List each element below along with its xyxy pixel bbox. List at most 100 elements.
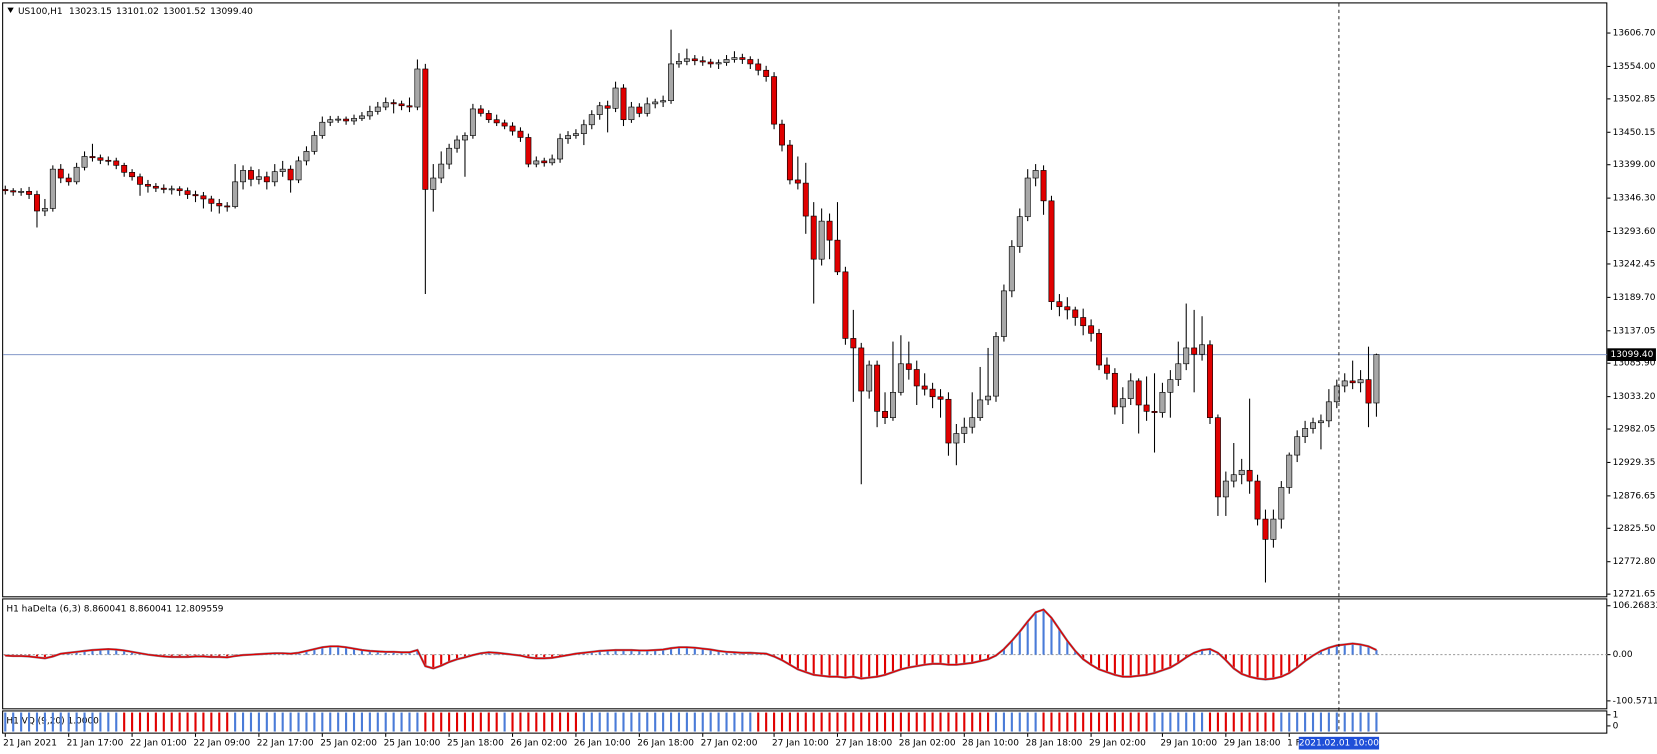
candle-body <box>422 68 429 190</box>
y-tick-label: 13085.90 <box>1613 359 1656 369</box>
y-tick-label: 12721.65 <box>1613 590 1656 600</box>
candle-body <box>271 171 278 183</box>
candle-body <box>802 182 809 217</box>
candle-body <box>1000 290 1007 337</box>
y-tick-label: 13189.70 <box>1613 293 1656 303</box>
candle-body <box>842 271 849 339</box>
candle-body <box>89 156 96 159</box>
candle-body <box>65 177 72 183</box>
candle-body <box>351 118 357 122</box>
candle-body <box>691 58 698 62</box>
candle-body <box>557 138 564 160</box>
x-tick-label: 21 Jan 17:00 <box>67 739 124 749</box>
x-tick-label: 25 Jan 02:00 <box>320 739 377 749</box>
candle-body <box>874 364 881 412</box>
y-tick-label: 13502.85 <box>1613 94 1656 104</box>
candle-body <box>977 399 984 418</box>
candle-body <box>1008 246 1015 292</box>
candle-body <box>121 165 128 173</box>
x-tick-label: 28 Jan 18:00 <box>1026 739 1083 749</box>
candle-body <box>438 163 445 179</box>
y-tick-label: 12825.50 <box>1613 524 1656 534</box>
candle-body <box>1262 518 1269 540</box>
candle-body <box>168 188 175 191</box>
candle-body <box>509 125 516 132</box>
candle-body <box>1238 469 1245 476</box>
candle-body <box>786 144 793 181</box>
candle-body <box>565 135 571 140</box>
candle-body <box>636 106 643 114</box>
candle-body <box>1167 379 1174 393</box>
candle-body <box>1325 401 1332 422</box>
candle-body <box>897 363 904 393</box>
candle-body <box>485 113 492 121</box>
y-tick-label: 106.268338 <box>1613 601 1657 611</box>
candle-body <box>263 176 270 183</box>
candle-body <box>882 411 888 418</box>
candle-body <box>1119 398 1126 408</box>
candle-body <box>763 69 770 77</box>
candle-body <box>826 220 833 241</box>
candle-body <box>406 105 413 108</box>
candle-body <box>921 385 928 390</box>
candle-body <box>580 124 587 134</box>
indicator-panel <box>2 598 1608 710</box>
price-panel <box>2 2 1608 598</box>
candle-body <box>97 157 104 161</box>
candle-body <box>1127 380 1134 399</box>
header-high: 13101.02 <box>116 6 159 16</box>
y-tick-label: 13606.70 <box>1613 29 1656 39</box>
candle-body <box>969 417 976 428</box>
candle-body <box>462 135 468 141</box>
candle-body <box>668 63 675 102</box>
candle-body <box>961 426 968 434</box>
candle-body <box>248 170 254 180</box>
x-tick-label: 29 Jan 10:00 <box>1160 739 1217 749</box>
candle-body <box>660 100 667 103</box>
candle-body <box>525 137 532 165</box>
candle-body <box>454 139 461 149</box>
candle-body <box>1310 422 1316 429</box>
candle-body <box>343 118 350 122</box>
candle-body <box>192 194 199 197</box>
y-tick-label: 13346.30 <box>1613 194 1656 204</box>
candle-body <box>501 122 508 127</box>
x-tick-label: 28 Jan 10:00 <box>962 739 1019 749</box>
candle-body <box>1230 474 1237 482</box>
candle-body <box>287 168 294 181</box>
candle-body <box>1246 469 1253 482</box>
y-tick-label: 13242.45 <box>1613 259 1656 269</box>
x-tick-label: 26 Jan 02:00 <box>510 739 567 749</box>
candle-body <box>541 160 548 164</box>
candle-body <box>517 130 524 138</box>
candle-body <box>707 61 714 65</box>
y-tick-label: 13293.60 <box>1613 227 1656 237</box>
candle-body <box>208 198 215 204</box>
candle-body <box>850 338 857 349</box>
menu-arrow[interactable] <box>7 7 14 13</box>
candle-body <box>533 160 540 165</box>
candle-body <box>1048 200 1055 302</box>
candle-body <box>430 177 437 190</box>
candle-body <box>612 87 619 109</box>
current-price-label: 13099.40 <box>1611 350 1654 360</box>
header-low: 13001.52 <box>163 6 206 16</box>
candle-body <box>73 166 80 183</box>
indicator-title: H1 haDelta (6,3) 8.860041 8.860041 12.80… <box>6 604 223 614</box>
candle-body <box>731 57 738 60</box>
candle-body <box>810 215 817 260</box>
x-tick-label: 25 Jan 10:00 <box>384 739 441 749</box>
candle-body <box>1357 379 1364 384</box>
y-tick-label: 12876.65 <box>1613 491 1656 501</box>
candle-body <box>1183 347 1190 365</box>
y-tick-label: 1 <box>1613 710 1619 720</box>
candle-body <box>358 115 365 119</box>
candle-body <box>1341 380 1348 387</box>
current-price-box <box>1607 348 1656 361</box>
candle-body <box>683 58 690 62</box>
candle-body <box>41 208 48 212</box>
candle-body <box>1278 487 1285 520</box>
candle-body <box>1365 379 1372 404</box>
candle-body <box>937 396 944 400</box>
